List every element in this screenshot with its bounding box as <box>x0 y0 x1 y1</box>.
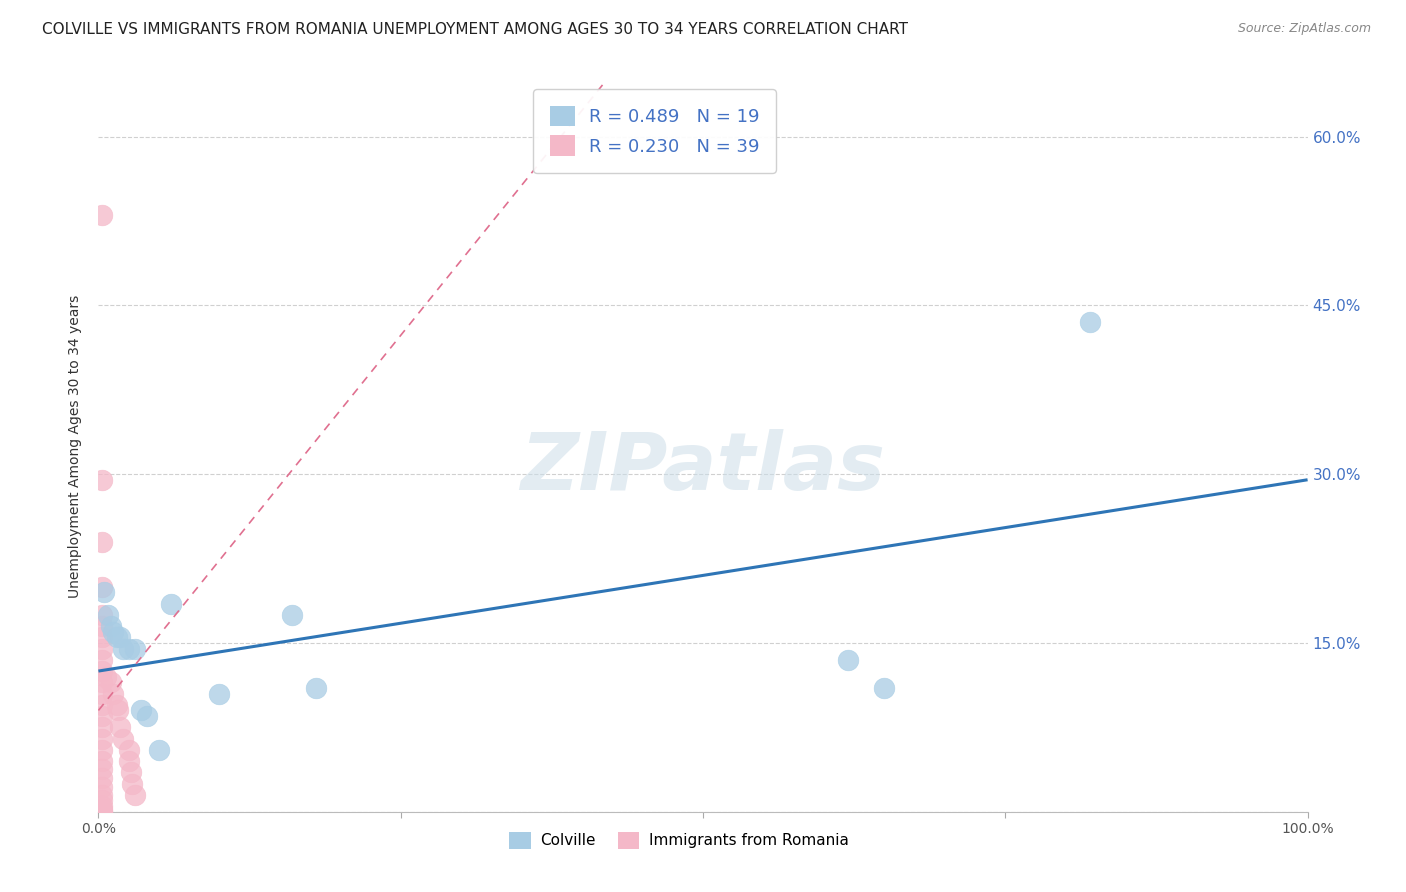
Point <box>91 743 114 757</box>
Point <box>91 793 114 807</box>
Point <box>120 765 142 780</box>
Point <box>118 754 141 768</box>
Legend: Colville, Immigrants from Romania: Colville, Immigrants from Romania <box>503 825 855 855</box>
Text: Source: ZipAtlas.com: Source: ZipAtlas.com <box>1237 22 1371 36</box>
Point <box>91 641 114 656</box>
Point <box>91 754 114 768</box>
Point <box>94 670 117 684</box>
Point <box>118 743 141 757</box>
Point <box>148 743 170 757</box>
Point <box>91 664 114 678</box>
Point <box>91 788 114 802</box>
Point <box>105 698 128 712</box>
Text: ZIPatlas: ZIPatlas <box>520 429 886 507</box>
Point <box>91 799 114 814</box>
Point <box>91 709 114 723</box>
Point <box>305 681 328 695</box>
Point <box>91 698 114 712</box>
Point <box>91 619 114 633</box>
Point <box>208 687 231 701</box>
Point <box>91 804 114 818</box>
Point <box>121 776 143 790</box>
Point <box>91 607 114 622</box>
Point <box>111 731 134 746</box>
Point <box>100 619 122 633</box>
Point <box>91 208 114 222</box>
Point <box>107 703 129 717</box>
Point <box>160 597 183 611</box>
Point <box>91 653 114 667</box>
Point <box>91 580 114 594</box>
Point <box>97 607 120 622</box>
Point <box>101 687 124 701</box>
Point <box>91 780 114 794</box>
Point <box>1078 315 1101 329</box>
Point <box>108 630 131 644</box>
Point <box>281 607 304 622</box>
Point <box>91 762 114 776</box>
Point <box>91 534 114 549</box>
Point <box>135 709 157 723</box>
Point <box>91 802 114 816</box>
Point <box>91 805 114 819</box>
Point <box>100 675 122 690</box>
Point <box>91 675 114 690</box>
Y-axis label: Unemployment Among Ages 30 to 34 years: Unemployment Among Ages 30 to 34 years <box>69 294 83 598</box>
Point <box>91 771 114 785</box>
Point <box>111 641 134 656</box>
Point <box>129 703 152 717</box>
Point <box>105 630 128 644</box>
Point <box>873 681 896 695</box>
Point <box>124 788 146 802</box>
Point <box>837 653 859 667</box>
Point <box>118 641 141 656</box>
Text: COLVILLE VS IMMIGRANTS FROM ROMANIA UNEMPLOYMENT AMONG AGES 30 TO 34 YEARS CORRE: COLVILLE VS IMMIGRANTS FROM ROMANIA UNEM… <box>42 22 908 37</box>
Point <box>124 641 146 656</box>
Point <box>108 720 131 734</box>
Point <box>91 687 114 701</box>
Point <box>93 585 115 599</box>
Point <box>91 473 114 487</box>
Point <box>101 624 124 639</box>
Point <box>91 720 114 734</box>
Point <box>91 731 114 746</box>
Point <box>91 630 114 644</box>
